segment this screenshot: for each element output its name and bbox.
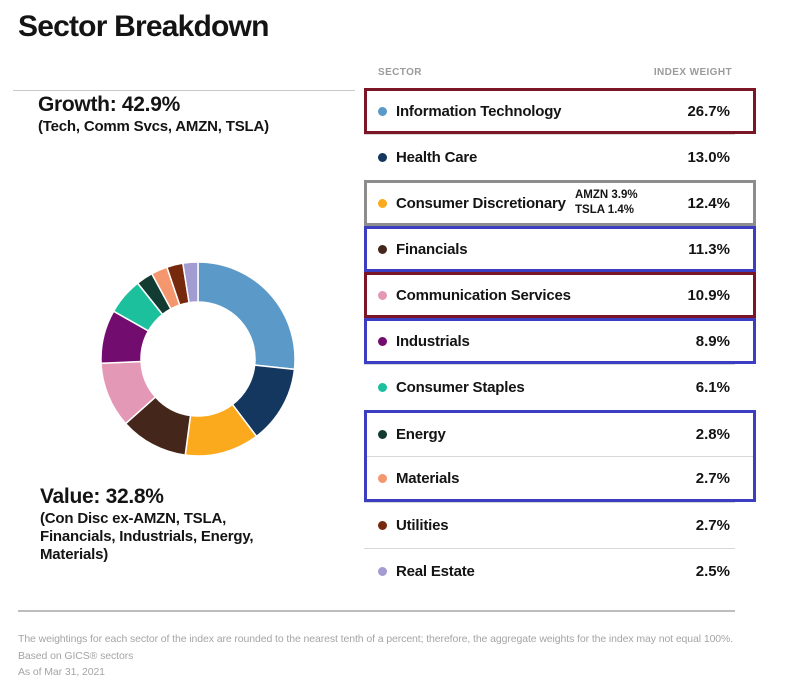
index-weight: 6.1%: [695, 379, 730, 396]
sector-bullet-icon: [378, 290, 387, 300]
sector-label: Health Care: [396, 149, 478, 166]
sector-bullet-icon: [378, 198, 387, 208]
table-row: Financials 11.3%: [367, 229, 753, 269]
index-weight: 10.9%: [687, 286, 730, 304]
table-row: Information Technology 26.7%: [367, 91, 753, 131]
donut-slice-real-estate: [181, 261, 199, 304]
column-header-index-weight: INDEX WEIGHT: [653, 66, 732, 78]
left-divider: [13, 90, 355, 91]
index-weight: 2.5%: [695, 563, 730, 580]
sector-label: Utilities: [396, 517, 449, 534]
growth-headline: Growth: 42.9%: [38, 93, 180, 116]
footer-as-of: As of Mar 31, 2021: [18, 666, 105, 679]
sector-label: Materials: [396, 469, 460, 487]
footer-disclaimer: The weightings for each sector of the in…: [18, 633, 734, 645]
value-annotation: Value: 32.8% (Con Disc ex-AMZN, TSLA, Fi…: [40, 484, 254, 565]
donut-slice-information-technology: [197, 261, 296, 371]
index-weight: 11.3%: [688, 240, 730, 258]
highlight-box-maroon: Information Technology 26.7%: [364, 88, 756, 134]
highlight-box-gray: Consumer Discretionary AMZN 3.9% TSLA 1.4%…: [364, 180, 756, 226]
growth-annotation: Growth: 42.9% (Tech, Comm Svcs, AMZN, TS…: [38, 92, 269, 136]
index-weight: 12.4%: [687, 194, 730, 212]
footer: The weightings for each sector of the in…: [18, 633, 733, 683]
sector-bullet-icon: [378, 430, 387, 439]
row-group: Consumer Staples 6.1%: [364, 364, 735, 410]
sector-label: Information Technology: [396, 102, 562, 120]
sector-bullet-icon: [378, 521, 387, 530]
sector-label: Communication Services: [396, 286, 571, 304]
sector-label: Industrials: [396, 332, 470, 350]
index-weight: 26.7%: [687, 102, 730, 120]
sector-label: Real Estate: [396, 563, 475, 580]
index-weight: 13.0%: [687, 149, 730, 166]
holdings-note-line: AMZN 3.9%: [575, 189, 638, 202]
sector-bullet-icon: [378, 473, 387, 483]
value-detail-line: Financials, Industrials, Energy,: [40, 527, 254, 545]
growth-detail: (Tech, Comm Svcs, AMZN, TSLA): [38, 117, 269, 135]
sector-bullet-icon: [378, 336, 387, 346]
holdings-note: AMZN 3.9% TSLA 1.4%: [575, 188, 638, 218]
sector-table: SECTOR INDEX WEIGHT Information Technolo…: [364, 56, 756, 594]
row-group: Real Estate 2.5%: [364, 548, 735, 594]
index-weight: 2.8%: [695, 426, 730, 443]
value-detail-line: (Con Disc ex-AMZN, TSLA,: [40, 509, 227, 527]
table-row: Industrials 8.9%: [367, 321, 753, 361]
sector-bullet-icon: [378, 153, 387, 162]
value-detail-line: Materials): [40, 546, 109, 564]
index-weight: 2.7%: [695, 517, 730, 534]
row-group: Utilities 2.7%: [364, 502, 735, 548]
sector-label: Financials: [396, 240, 468, 258]
highlight-box-blue: Industrials 8.9%: [364, 318, 756, 364]
table-row: Real Estate 2.5%: [364, 548, 735, 594]
sector-bullet-icon: [378, 244, 387, 254]
table-row: Materials 2.7%: [367, 456, 753, 499]
footer-source: Based on GICS® sectors: [18, 649, 134, 662]
highlight-box-maroon: Communication Services 10.9%: [364, 272, 756, 318]
row-group: Health Care 13.0%: [364, 134, 735, 180]
column-header-sector: SECTOR: [378, 66, 422, 78]
sector-table-body: Information Technology 26.7% Health Care 13…: [364, 88, 756, 594]
table-row: Utilities 2.7%: [364, 502, 735, 548]
donut-chart: [100, 261, 296, 457]
highlight-box-blue: Financials 11.3%: [364, 226, 756, 272]
index-weight: 2.7%: [695, 469, 730, 487]
table-row: Communication Services 10.9%: [367, 275, 753, 315]
table-row: Consumer Discretionary AMZN 3.9% TSLA 1.4%…: [367, 183, 753, 223]
sector-bullet-icon: [378, 383, 387, 392]
value-headline: Value: 32.8%: [40, 485, 164, 508]
holdings-note-line: TSLA 1.4%: [575, 204, 635, 216]
sector-label: Energy: [396, 426, 446, 443]
index-weight: 8.9%: [695, 332, 730, 350]
sector-bullet-icon: [378, 106, 387, 116]
table-row: Health Care 13.0%: [364, 134, 735, 180]
table-header: SECTOR INDEX WEIGHT: [364, 56, 735, 88]
table-row: Consumer Staples 6.1%: [364, 364, 735, 410]
sector-bullet-icon: [378, 567, 387, 576]
sector-label: Consumer Staples: [396, 379, 525, 396]
highlight-box-blue: Energy 2.8% Materials 2.7%: [364, 410, 756, 502]
sector-label: Consumer Discretionary: [396, 194, 566, 212]
footer-divider: [18, 610, 735, 612]
sector-donut-chart: [98, 259, 298, 459]
page-title: Sector Breakdown: [18, 10, 269, 43]
table-row: Energy 2.8%: [367, 413, 753, 456]
